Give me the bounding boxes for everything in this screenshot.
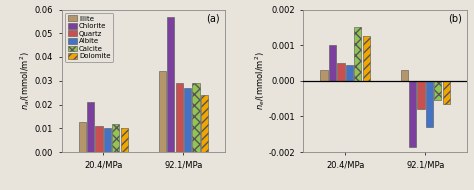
Y-axis label: $n_e$/(mmol/m$^2$): $n_e$/(mmol/m$^2$) [253,51,267,110]
Bar [175,83,183,152]
Bar [112,124,119,152]
Bar [121,128,128,152]
Bar [363,36,370,81]
Bar [401,70,408,81]
Bar [167,17,174,152]
Bar [87,102,94,152]
Bar [184,88,191,152]
Bar [409,81,416,147]
Bar [434,81,441,100]
Bar [79,122,86,152]
Bar [95,126,103,152]
Bar [346,65,353,81]
Text: (b): (b) [448,14,462,24]
Bar [159,71,166,152]
Bar [201,95,208,152]
Bar [426,81,433,127]
Legend: Illite, Chlorite, Quartz, Albite, Calcite, Dolomite: Illite, Chlorite, Quartz, Albite, Calcit… [65,13,113,62]
Bar [337,63,345,81]
Bar [104,128,111,152]
Text: (a): (a) [207,14,220,24]
Bar [320,70,328,81]
Bar [443,81,450,104]
Bar [354,27,361,81]
Bar [329,45,336,81]
Y-axis label: $n_a$/(mmol/m$^2$): $n_a$/(mmol/m$^2$) [18,51,32,110]
Bar [192,83,200,152]
Bar [418,81,425,109]
